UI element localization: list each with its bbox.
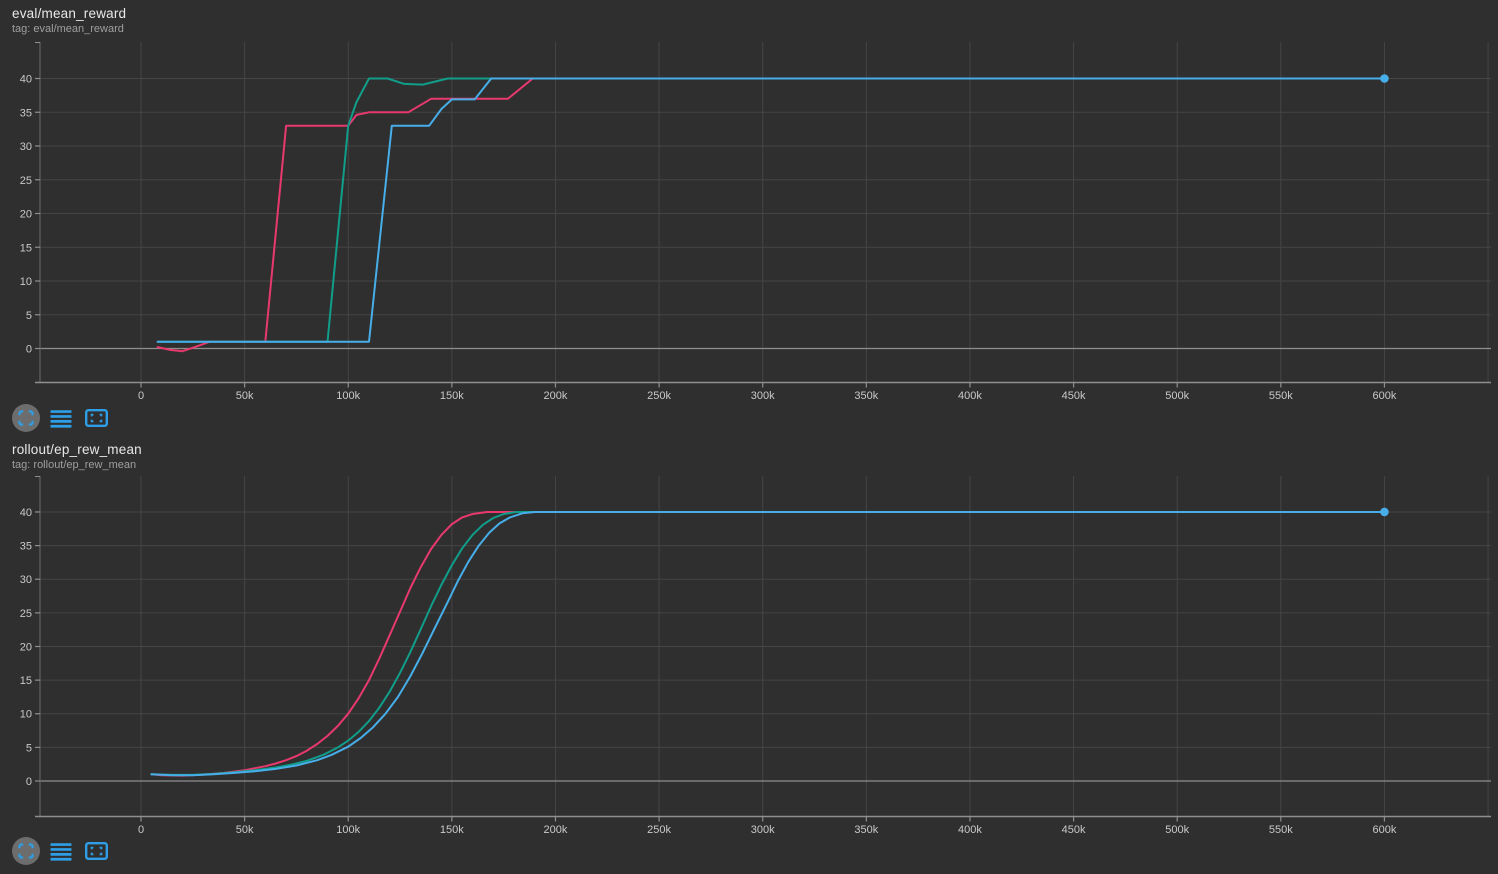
chart-tag: tag: rollout/ep_rew_mean [12,459,137,471]
y-tick-label: 5 [26,310,32,322]
x-tick-label: 350k [854,390,878,402]
x-tick-label: 450k [1062,824,1086,836]
x-tick-label: 450k [1062,390,1086,402]
x-tick-label: 550k [1269,824,1293,836]
y-tick-label: 30 [20,574,32,586]
expand-selection-icon [14,839,38,863]
y-tick-label: 35 [20,107,32,119]
y-tick-label: 10 [20,709,32,721]
y-tick-label: 20 [20,209,32,221]
fit-domain-button[interactable] [82,837,110,865]
x-tick-label: 150k [440,390,464,402]
log-scale-button[interactable] [47,837,75,865]
y-tick-label: 25 [20,175,32,187]
endpoint-marker-dot [1380,507,1389,517]
y-tick-label: 10 [20,276,32,288]
log-scale-lines-icon [49,839,73,863]
scalar-card-eval-mean-reward: 0 50k 100k 150k 200k 250k 300k 350k 400k 450k 500k… [0,0,1498,436]
series-line-run-teal [150,511,1386,776]
y-tick-label: 25 [20,608,32,620]
y-tick-label: 30 [20,141,32,153]
expand-selection-button[interactable] [12,404,40,432]
fit-domain-icon [84,406,109,430]
series-line-run-teal [156,77,1386,343]
x-tick-label: 300k [751,824,775,836]
chart-title: rollout/ep_rew_mean [12,442,142,457]
y-tick-label: 40 [20,507,32,519]
rollout-ep-rew-mean-chart[interactable]: 0 50k 100k 150k 200k 250k 300k 350k 400k 450k 500k… [0,436,1498,874]
x-tick-label: 600k [1373,390,1397,402]
x-tick-label: 500k [1165,824,1189,836]
series-line-run-blue [156,77,1386,343]
y-tick-label: 35 [20,541,32,553]
x-tick-label: 500k [1165,390,1189,402]
chart-tag: tag: eval/mean_reward [12,23,124,35]
x-tick-label: 200k [544,824,568,836]
x-tick-label: 0 [138,390,144,402]
endpoint-marker-dot [1380,74,1389,83]
scalar-card-rollout-ep-rew-mean: 0 50k 100k 150k 200k 250k 300k 350k 400k 450k 500k… [0,436,1498,874]
chart-title: eval/mean_reward [12,6,127,21]
x-tick-label: 200k [544,390,568,402]
log-scale-lines-icon [49,406,73,430]
expand-selection-icon [14,406,38,430]
y-tick-label: 15 [20,242,32,254]
series-line-run-blue [150,511,1386,777]
x-tick-label: 100k [336,390,360,402]
x-tick-label: 50k [236,824,254,836]
x-tick-label: 400k [958,390,982,402]
x-tick-label: 150k [440,824,464,836]
eval-mean-reward-chart[interactable]: 0 50k 100k 150k 200k 250k 300k 350k 400k 450k 500k… [0,0,1498,436]
x-tick-label: 300k [751,390,775,402]
fit-domain-icon [84,839,109,863]
y-tick-label: 0 [26,776,32,788]
series-line-run-pink [150,511,1386,777]
y-tick-label: 5 [26,742,32,754]
y-tick-label: 0 [26,344,32,356]
x-tick-label: 250k [647,390,671,402]
x-tick-label: 250k [647,824,671,836]
x-tick-label: 100k [336,824,360,836]
x-tick-label: 350k [854,824,878,836]
x-tick-label: 600k [1373,824,1397,836]
x-tick-label: 50k [236,390,254,402]
y-tick-label: 40 [20,74,32,86]
expand-selection-button[interactable] [12,837,40,865]
log-scale-button[interactable] [47,404,75,432]
fit-domain-button[interactable] [82,404,110,432]
y-tick-label: 20 [20,641,32,653]
y-tick-label: 15 [20,675,32,687]
card-toolbar [12,404,110,432]
x-tick-label: 0 [138,824,144,836]
x-tick-label: 400k [958,824,982,836]
x-tick-label: 550k [1269,390,1293,402]
card-toolbar [12,837,110,865]
series-line-run-pink [156,77,1386,353]
